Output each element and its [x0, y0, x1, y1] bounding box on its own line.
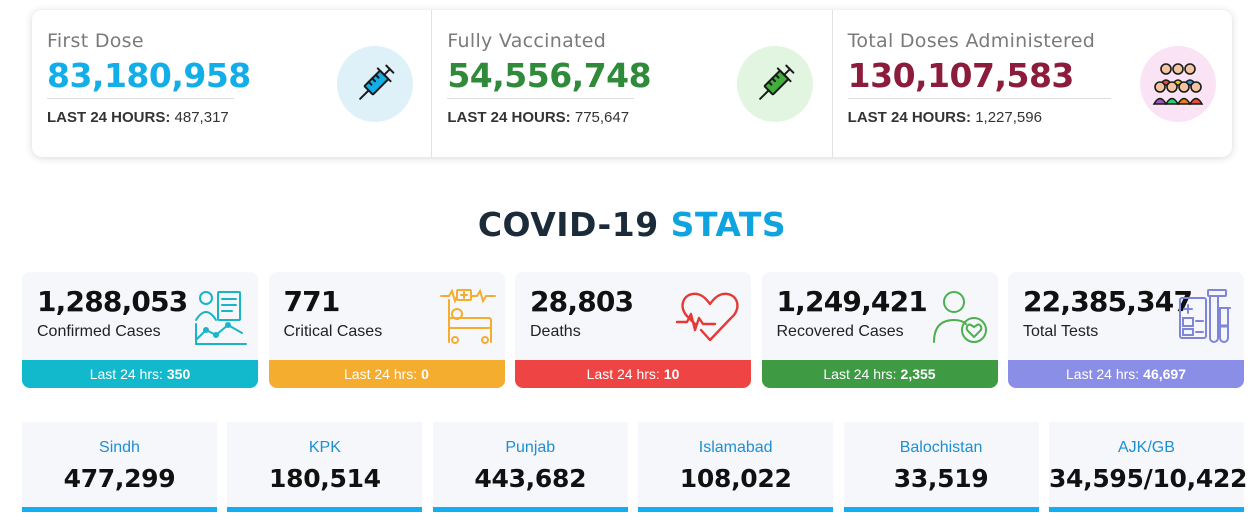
total-doses-title: Total Doses Administered	[847, 30, 1096, 52]
fully-vaccinated-value: 54,556,748	[447, 56, 652, 95]
province-value: 443,682	[474, 464, 587, 493]
critical-cases-card: 771 Critical Cases Last 24 hrs: 0	[268, 272, 505, 388]
deaths-card: 28,803 Deaths Last 24 hrs: 10	[515, 272, 751, 388]
confirmed-cases-label: Confirmed Cases	[37, 323, 161, 340]
first-dose-card: First Dose 83,180,958 LAST 24 HOURS: 487…	[32, 10, 431, 157]
vaccination-panel: First Dose 83,180,958 LAST 24 HOURS: 487…	[32, 10, 1232, 157]
fully-vaccinated-card: Fully Vaccinated 54,556,748 LAST 24 HOUR…	[431, 10, 831, 157]
total-doses-last-24: LAST 24 HOURS: 1,227,596	[847, 109, 1042, 126]
fully-vaccinated-last-24: LAST 24 HOURS: 775,647	[447, 109, 630, 126]
syringe-icon	[337, 46, 413, 122]
covid-stats-heading: COVID-19 STATS	[477, 205, 787, 244]
province-card-kpk: KPK 180,514	[227, 422, 423, 512]
province-card-islamabad: Islamabad 108,022	[638, 422, 834, 512]
deaths-last-24: Last 24 hrs: 10	[515, 360, 751, 388]
recovered-cases-value: 1,249,421	[776, 285, 928, 318]
deaths-value: 28,803	[530, 285, 634, 318]
divider	[47, 98, 234, 99]
province-name: AJK/GB	[1118, 439, 1175, 456]
province-name: Sindh	[99, 439, 140, 456]
confirmed-cases-value: 1,288,053	[37, 285, 188, 318]
deaths-label: Deaths	[530, 323, 581, 340]
first-dose-last-24: LAST 24 HOURS: 487,317	[47, 109, 229, 126]
divider	[847, 98, 1111, 99]
confirmed-cases-last-24: Last 24 hrs: 350	[22, 360, 258, 388]
total-tests-label: Total Tests	[1023, 323, 1099, 340]
province-name: KPK	[308, 439, 341, 456]
province-name: Balochistan	[899, 439, 983, 456]
provinces-row: Sindh 477,299 KPK 180,514 Punjab 443,682…	[22, 422, 1248, 512]
recovered-cases-last-24: Last 24 hrs: 2,355	[761, 360, 998, 388]
fully-vaccinated-title: Fully Vaccinated	[447, 30, 607, 52]
syringe-icon	[737, 46, 814, 122]
province-name: Punjab	[505, 439, 556, 456]
total-tests-value: 22,385,347	[1023, 285, 1193, 318]
recovered-person-icon	[932, 291, 987, 343]
heartbeat-icon	[675, 292, 739, 342]
critical-cases-value: 771	[283, 285, 341, 318]
confirmed-cases-card: 1,288,053 Confirmed Cases Last 24 hrs: 35…	[22, 272, 258, 388]
first-dose-value: 83,180,958	[47, 56, 251, 95]
stats-row: 1,288,053 Confirmed Cases Last 24 hrs: 35…	[22, 272, 1244, 388]
critical-cases-last-24: Last 24 hrs: 0	[268, 360, 505, 388]
province-name: Islamabad	[698, 439, 773, 456]
province-value: 477,299	[63, 464, 176, 493]
recovered-cases-card: 1,249,421 Recovered Cases Last 24 hrs: 2,…	[761, 272, 998, 388]
province-card-ajk-gb: AJK/GB 34,595/10,422	[1048, 422, 1248, 512]
first-dose-title: First Dose	[47, 30, 144, 52]
total-doses-card: Total Doses Administered 130,107,583 LAS…	[831, 10, 1232, 157]
recovered-cases-label: Recovered Cases	[776, 323, 904, 340]
test-tubes-icon	[1179, 289, 1231, 343]
province-card-punjab: Punjab 443,682	[432, 422, 628, 512]
crowd-icon	[1139, 46, 1216, 122]
divider	[447, 98, 635, 99]
province-card-sindh: Sindh 477,299	[22, 422, 217, 512]
critical-cases-label: Critical Cases	[283, 323, 383, 340]
hospital-bed-icon	[439, 288, 496, 344]
province-value: 180,514	[269, 464, 381, 493]
province-value: 33,519	[893, 464, 989, 493]
total-tests-last-24: Last 24 hrs: 46,697	[1008, 360, 1244, 388]
total-doses-value: 130,107,583	[847, 56, 1075, 95]
province-value: 34,595/10,422	[1048, 464, 1248, 493]
total-tests-card: 22,385,347 Total Tests Last 24 hrs: 46,69…	[1008, 272, 1244, 388]
doctor-chart-icon	[195, 291, 247, 345]
province-value: 108,022	[679, 464, 792, 493]
province-card-balochistan: Balochistan 33,519	[843, 422, 1039, 512]
